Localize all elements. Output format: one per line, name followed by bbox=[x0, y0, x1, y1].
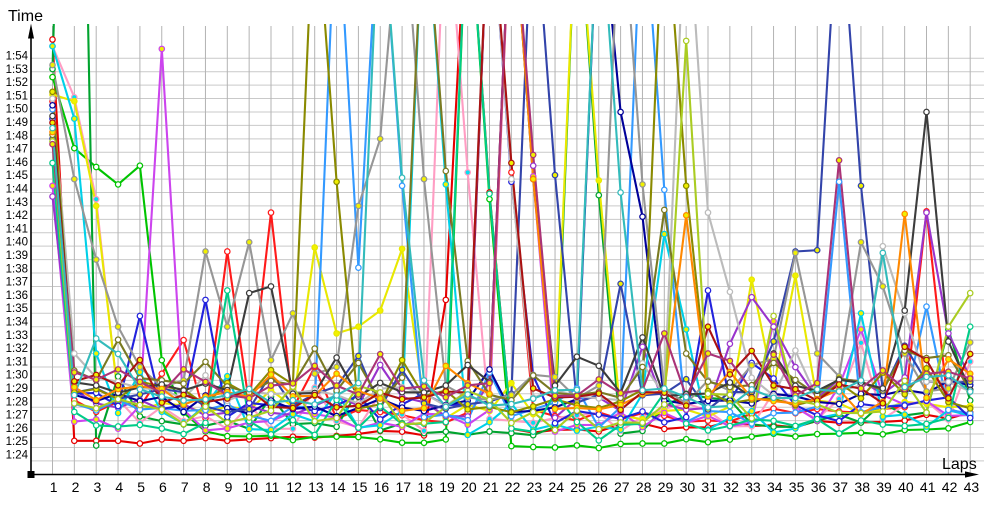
svg-text:22: 22 bbox=[505, 479, 521, 495]
svg-text:6: 6 bbox=[159, 479, 167, 495]
svg-text:13: 13 bbox=[308, 479, 324, 495]
svg-text:1:50: 1:50 bbox=[6, 104, 28, 116]
svg-text:37: 37 bbox=[833, 479, 849, 495]
svg-text:19: 19 bbox=[439, 479, 455, 495]
svg-text:17: 17 bbox=[396, 479, 412, 495]
svg-text:21: 21 bbox=[483, 479, 499, 495]
svg-text:1:45: 1:45 bbox=[6, 170, 28, 182]
svg-text:1:44: 1:44 bbox=[6, 184, 29, 196]
svg-text:4: 4 bbox=[115, 479, 123, 495]
svg-text:1:37: 1:37 bbox=[6, 277, 28, 289]
svg-text:1:36: 1:36 bbox=[6, 290, 28, 302]
svg-text:1:54: 1:54 bbox=[6, 51, 29, 63]
svg-text:1:35: 1:35 bbox=[6, 303, 28, 315]
svg-text:1:49: 1:49 bbox=[6, 117, 28, 129]
svg-text:36: 36 bbox=[811, 479, 827, 495]
svg-text:1:39: 1:39 bbox=[6, 250, 28, 262]
svg-text:24: 24 bbox=[548, 479, 564, 495]
svg-text:1:24: 1:24 bbox=[6, 450, 29, 462]
svg-text:33: 33 bbox=[745, 479, 761, 495]
svg-text:39: 39 bbox=[876, 479, 892, 495]
svg-text:40: 40 bbox=[898, 479, 914, 495]
svg-text:1:53: 1:53 bbox=[6, 64, 28, 76]
svg-text:1:27: 1:27 bbox=[6, 410, 28, 422]
svg-text:1:47: 1:47 bbox=[6, 144, 28, 156]
svg-text:43: 43 bbox=[964, 479, 980, 495]
svg-text:27: 27 bbox=[614, 479, 630, 495]
svg-text:23: 23 bbox=[527, 479, 543, 495]
svg-text:1:46: 1:46 bbox=[6, 157, 28, 169]
svg-text:20: 20 bbox=[461, 479, 477, 495]
svg-text:3: 3 bbox=[94, 479, 102, 495]
svg-text:10: 10 bbox=[243, 479, 259, 495]
svg-text:1:38: 1:38 bbox=[6, 263, 28, 275]
svg-text:1:25: 1:25 bbox=[6, 436, 28, 448]
svg-text:12: 12 bbox=[286, 479, 302, 495]
svg-text:1:34: 1:34 bbox=[6, 317, 29, 329]
svg-text:1: 1 bbox=[50, 479, 58, 495]
svg-text:1:28: 1:28 bbox=[6, 396, 28, 408]
svg-text:18: 18 bbox=[417, 479, 433, 495]
svg-text:1:31: 1:31 bbox=[6, 356, 28, 368]
svg-text:32: 32 bbox=[723, 479, 739, 495]
svg-text:28: 28 bbox=[636, 479, 652, 495]
svg-text:38: 38 bbox=[854, 479, 870, 495]
svg-text:16: 16 bbox=[374, 479, 390, 495]
svg-text:1:42: 1:42 bbox=[6, 210, 28, 222]
svg-text:15: 15 bbox=[352, 479, 368, 495]
svg-text:1:41: 1:41 bbox=[6, 223, 28, 235]
svg-text:1:30: 1:30 bbox=[6, 370, 28, 382]
svg-text:42: 42 bbox=[942, 479, 958, 495]
svg-text:14: 14 bbox=[330, 479, 346, 495]
svg-text:5: 5 bbox=[137, 479, 145, 495]
svg-text:2: 2 bbox=[72, 479, 80, 495]
svg-text:1:48: 1:48 bbox=[6, 130, 28, 142]
svg-text:41: 41 bbox=[920, 479, 936, 495]
svg-text:1:33: 1:33 bbox=[6, 330, 28, 342]
svg-text:1:43: 1:43 bbox=[6, 197, 28, 209]
svg-text:31: 31 bbox=[701, 479, 717, 495]
svg-text:7: 7 bbox=[181, 479, 189, 495]
svg-text:30: 30 bbox=[680, 479, 696, 495]
svg-text:29: 29 bbox=[658, 479, 674, 495]
svg-text:26: 26 bbox=[592, 479, 608, 495]
svg-text:11: 11 bbox=[265, 479, 280, 495]
svg-text:1:52: 1:52 bbox=[6, 77, 28, 89]
svg-text:Laps: Laps bbox=[942, 456, 977, 473]
svg-text:1:51: 1:51 bbox=[6, 90, 28, 102]
svg-text:34: 34 bbox=[767, 479, 783, 495]
svg-text:9: 9 bbox=[225, 479, 233, 495]
svg-text:1:40: 1:40 bbox=[6, 237, 28, 249]
svg-text:1:32: 1:32 bbox=[6, 343, 28, 355]
svg-text:8: 8 bbox=[203, 479, 211, 495]
svg-text:25: 25 bbox=[570, 479, 586, 495]
svg-text:1:29: 1:29 bbox=[6, 383, 28, 395]
svg-text:Time: Time bbox=[8, 8, 43, 25]
svg-text:1:26: 1:26 bbox=[6, 423, 28, 435]
svg-text:35: 35 bbox=[789, 479, 805, 495]
